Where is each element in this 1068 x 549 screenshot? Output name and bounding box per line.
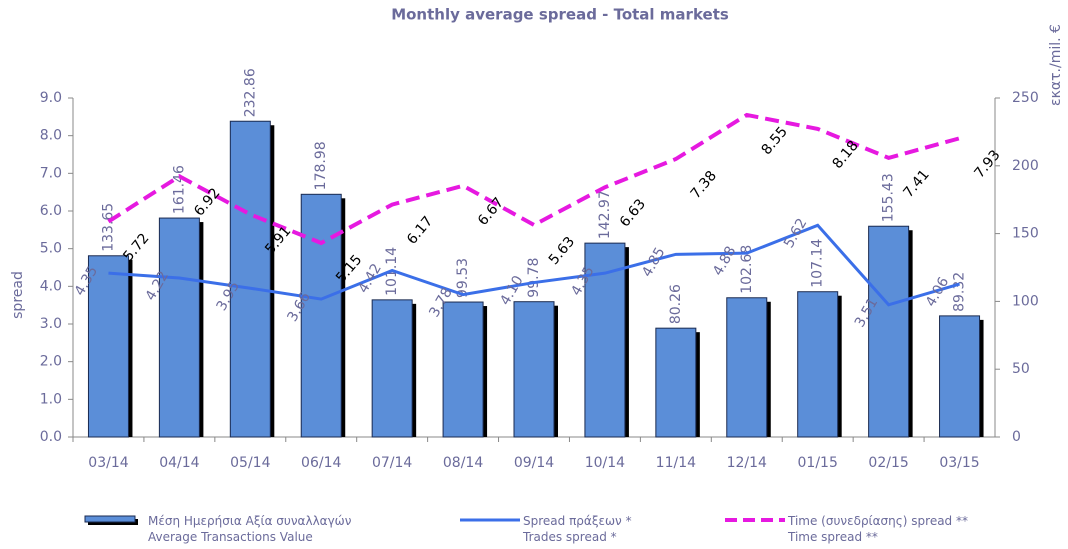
bar [442, 301, 484, 438]
bar-value-label: 133.65 [100, 203, 116, 252]
y-tick-label: 5.0 [40, 241, 62, 257]
legend-swatch [84, 515, 136, 523]
value-label: 6.63 [617, 196, 649, 230]
x-tick-label: 09/14 [514, 455, 554, 471]
trades-spread-line [108, 223, 960, 307]
legend-label: Trades spread * [522, 530, 617, 544]
legend-label: Time spread ** [787, 530, 878, 544]
bar [158, 217, 200, 438]
x-tick-label: 03/14 [88, 455, 128, 471]
bar-value-label: 102.68 [739, 245, 755, 294]
legend-label: Spread πράξεων * [523, 514, 632, 528]
legend-label: Μέση Ημερήσια Αξία συναλλαγών [148, 514, 352, 528]
bar-value-label: 107.14 [810, 239, 826, 288]
y-tick-label: 7.0 [40, 165, 62, 181]
bar-value-label: 99.53 [455, 258, 471, 298]
y2-tick-label: 100 [1012, 293, 1039, 309]
y-tick-label: 8.0 [40, 128, 62, 144]
y-tick-label: 2.0 [40, 354, 62, 370]
time-spread-line [107, 112, 961, 246]
y2-tick-label: 200 [1012, 158, 1039, 174]
y2-tick-label: 50 [1012, 361, 1030, 377]
x-tick-label: 07/14 [372, 455, 412, 471]
x-tick-label: 12/14 [727, 455, 767, 471]
legend-label: Time (συνεδρίασης) spread ** [787, 514, 968, 528]
bar-value-label: 161.46 [171, 165, 187, 214]
y2-axis-label: εκατ./mil. € [1048, 24, 1064, 106]
value-label: 4.06 [923, 274, 952, 309]
bar-value-label: 155.43 [881, 173, 897, 222]
x-tick-label: 06/14 [301, 455, 341, 471]
value-label: 4.85 [639, 245, 668, 280]
y-tick-label: 1.0 [40, 391, 62, 407]
bar [726, 297, 768, 438]
value-label: 7.41 [900, 167, 932, 201]
x-tick-label: 08/14 [443, 455, 483, 471]
value-label: 6.67 [475, 195, 507, 229]
value-label: 6.17 [404, 214, 436, 248]
value-label: 7.93 [971, 147, 1003, 181]
value-label: 7.38 [688, 168, 720, 202]
bar [371, 299, 413, 438]
bar [868, 225, 910, 438]
y2-tick-label: 0 [1012, 429, 1021, 445]
bar-value-label: 232.86 [242, 68, 258, 117]
bar-value-label: 80.26 [668, 284, 684, 324]
bar-value-label: 99.78 [526, 258, 542, 298]
bar-value-label: 142.97 [597, 190, 613, 239]
x-tick-label: 01/15 [798, 455, 838, 471]
y-axis-label: spread [10, 271, 26, 319]
y-tick-label: 3.0 [40, 316, 62, 332]
value-label: 5.63 [546, 234, 578, 268]
y-tick-label: 0.0 [40, 429, 62, 445]
bar [513, 301, 555, 438]
x-tick-label: 03/15 [939, 455, 979, 471]
value-label: 4.88 [710, 244, 739, 279]
bar [655, 327, 697, 438]
y2-tick-label: 150 [1012, 226, 1039, 242]
bar [300, 193, 342, 438]
bar [229, 120, 271, 438]
y-tick-label: 4.0 [40, 278, 62, 294]
y-tick-label: 9.0 [40, 90, 62, 106]
x-tick-label: 11/14 [656, 455, 696, 471]
bar [87, 255, 129, 438]
value-label: 5.72 [120, 230, 152, 264]
bar [939, 315, 981, 438]
x-tick-label: 10/14 [585, 455, 625, 471]
x-tick-label: 05/14 [230, 455, 270, 471]
chart-title: Monthly average spread - Total markets [391, 6, 729, 24]
value-label: 6.92 [191, 185, 223, 219]
x-tick-label: 02/15 [868, 455, 908, 471]
bar-value-label: 89.32 [952, 272, 968, 312]
x-tick-label: 04/14 [159, 455, 199, 471]
value-label: 8.55 [759, 124, 791, 158]
y2-tick-label: 250 [1012, 90, 1039, 106]
value-label: 5.62 [781, 216, 810, 251]
bar-value-label: 178.98 [313, 141, 329, 190]
bar [797, 291, 839, 438]
legend-label: Average Transactions Value [148, 530, 313, 544]
y-tick-label: 6.0 [40, 203, 62, 219]
